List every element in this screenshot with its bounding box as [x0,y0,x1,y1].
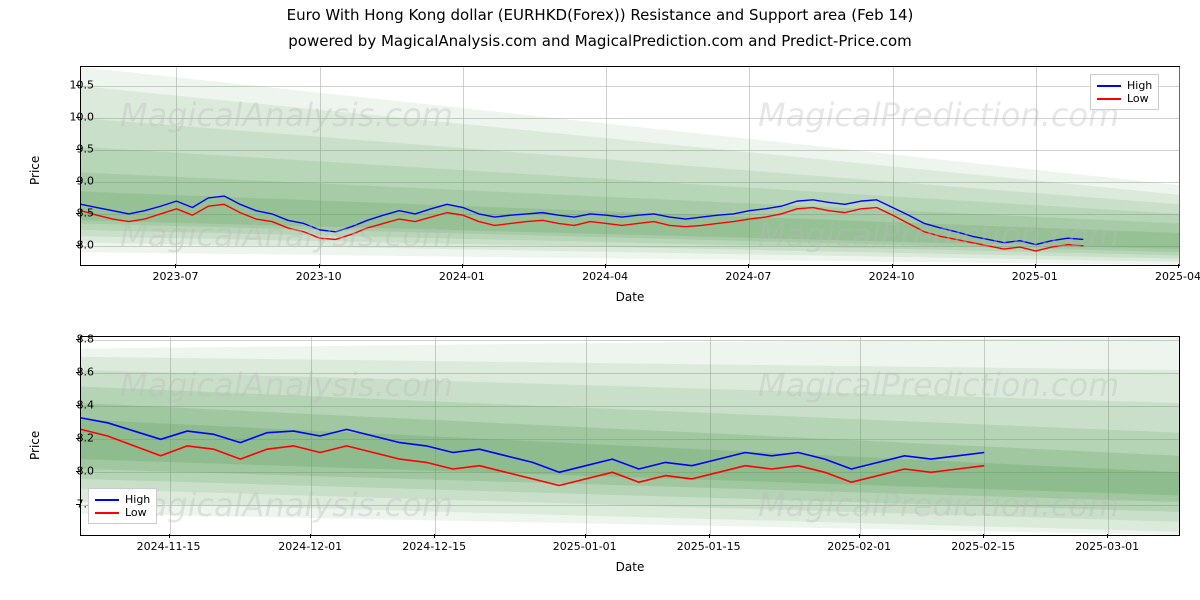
xtick-label: 2024-01 [439,270,485,283]
xtick-label: 2024-10 [869,270,915,283]
chart-bottom-plot-area [80,336,1180,536]
xtick-label: 2024-11-15 [137,540,201,553]
ytick-label: 10.5 [54,79,94,92]
chart-bottom-ylabel: Price [28,431,42,460]
chart-top-xlabel: Date [80,290,1180,304]
xtick-label: 2025-02-15 [951,540,1015,553]
legend-label: Low [125,506,147,519]
legend-swatch [1097,98,1121,100]
ytick-label: 8.0 [54,465,94,478]
legend-item: High [95,493,150,506]
legend: HighLow [88,488,157,524]
xtick-label: 2024-07 [725,270,771,283]
legend-swatch [95,512,119,514]
xtick-label: 2024-04 [582,270,628,283]
chart-title: Euro With Hong Kong dollar (EURHKD(Forex… [0,6,1200,24]
xtick-label: 2023-10 [296,270,342,283]
legend-label: High [125,493,150,506]
ytick-label: 8.5 [54,206,94,219]
ytick-label: 10.0 [54,111,94,124]
legend-swatch [95,499,119,501]
xtick-label: 2025-02-01 [827,540,891,553]
ytick-label: 8.6 [54,366,94,379]
ytick-label: 8.0 [54,238,94,251]
legend-swatch [1097,85,1121,87]
chart-top-ylabel: Price [28,156,42,185]
legend-item: High [1097,79,1152,92]
chart-bottom-xlabel: Date [80,560,1180,574]
legend: HighLow [1090,74,1159,110]
xtick-label: 2024-12-01 [278,540,342,553]
ytick-label: 8.2 [54,432,94,445]
xtick-label: 2023-07 [152,270,198,283]
xtick-label: 2024-12-15 [402,540,466,553]
xtick-label: 2025-03-01 [1075,540,1139,553]
chart-top-plot-area [80,66,1180,266]
xtick-label: 2025-01-15 [677,540,741,553]
xtick-label: 2025-01-01 [553,540,617,553]
legend-item: Low [1097,92,1152,105]
legend-label: High [1127,79,1152,92]
xtick-label: 2025-04 [1155,270,1200,283]
ytick-label: 8.8 [54,333,94,346]
chart-subtitle: powered by MagicalAnalysis.com and Magic… [0,32,1200,50]
ytick-label: 9.5 [54,143,94,156]
legend-item: Low [95,506,150,519]
ytick-label: 8.4 [54,399,94,412]
xtick-label: 2025-01 [1012,270,1058,283]
ytick-label: 9.0 [54,174,94,187]
legend-label: Low [1127,92,1149,105]
